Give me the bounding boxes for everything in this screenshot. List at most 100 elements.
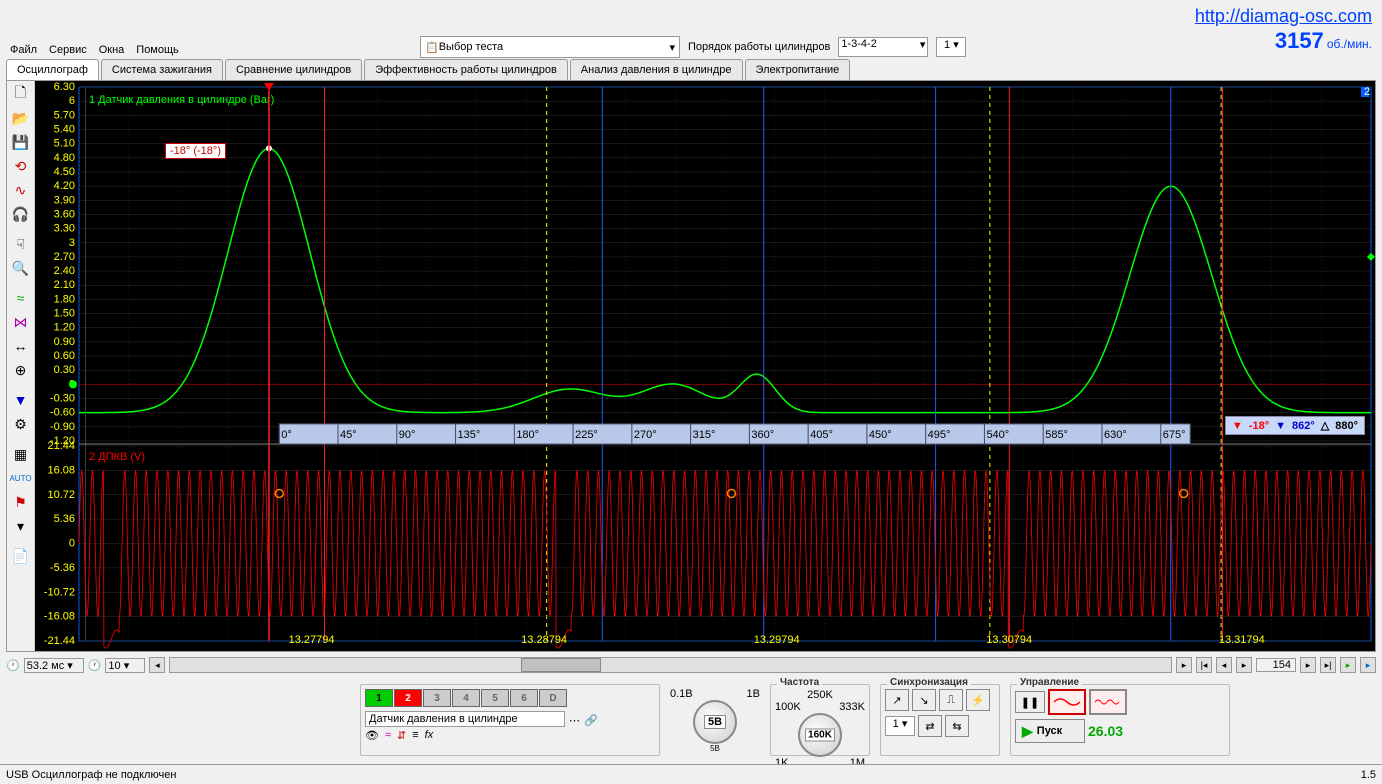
svg-text:10.72: 10.72 bbox=[47, 489, 75, 501]
tab-efficiency[interactable]: Эффективность работы цилиндров bbox=[364, 59, 568, 80]
svg-text:-0.90: -0.90 bbox=[50, 421, 75, 433]
line-style-icon[interactable]: ≡ bbox=[412, 729, 418, 742]
tab-power[interactable]: Электропитание bbox=[745, 59, 851, 80]
channel-2-button[interactable]: 2 bbox=[394, 689, 422, 707]
horizontal-scrollbar[interactable] bbox=[169, 657, 1172, 673]
nav-first-button[interactable]: |◂ bbox=[1196, 657, 1212, 673]
channel-4-button[interactable]: 4 bbox=[452, 689, 480, 707]
flag-icon[interactable]: ⚑ bbox=[10, 491, 32, 513]
sync-fall-button[interactable]: ↘ bbox=[912, 689, 936, 711]
pointer-icon[interactable]: ☟ bbox=[10, 233, 32, 255]
auto-icon[interactable]: AUTO bbox=[10, 467, 32, 489]
wave-mode-1-button[interactable] bbox=[1048, 689, 1086, 715]
grid-icon[interactable]: ▦ bbox=[10, 443, 32, 465]
open-icon[interactable]: 📂 bbox=[10, 107, 32, 129]
volt-knob[interactable]: 5B bbox=[693, 700, 737, 744]
svg-text:5.10: 5.10 bbox=[54, 138, 75, 150]
status-left: USB Осциллограф не подключен bbox=[6, 769, 176, 781]
svg-text:495°: 495° bbox=[928, 429, 951, 441]
end-nav-button[interactable]: ▸ bbox=[1360, 657, 1376, 673]
channel-5-button[interactable]: 5 bbox=[481, 689, 509, 707]
nav-prev-button[interactable]: ◂ bbox=[1216, 657, 1232, 673]
cylinder-order-label: Порядок работы цилиндров bbox=[688, 41, 830, 53]
svg-text:-0.30: -0.30 bbox=[50, 393, 75, 405]
channel-6-button[interactable]: 6 bbox=[510, 689, 538, 707]
cursor-badge: -18° (-18°) bbox=[165, 143, 226, 159]
svg-text:0.90: 0.90 bbox=[54, 336, 75, 348]
eye-icon[interactable]: 👁 bbox=[365, 729, 379, 742]
svg-text:-16.08: -16.08 bbox=[44, 611, 75, 623]
channel-3-button[interactable]: 3 bbox=[423, 689, 451, 707]
svg-text:-5.36: -5.36 bbox=[50, 562, 75, 574]
tab-oscillograph[interactable]: Осциллограф bbox=[6, 59, 99, 80]
invert-icon[interactable]: ≈ bbox=[385, 729, 391, 742]
svg-text:16.08: 16.08 bbox=[47, 464, 75, 476]
wave-mode-2-button[interactable] bbox=[1089, 689, 1127, 715]
svg-text:13.27794: 13.27794 bbox=[289, 634, 335, 646]
svg-text:405°: 405° bbox=[810, 429, 833, 441]
tab-ignition[interactable]: Система зажигания bbox=[101, 59, 223, 80]
nav-fwd-button[interactable]: ▸ bbox=[1300, 657, 1316, 673]
sync-channel-select[interactable]: 1 ▾ bbox=[885, 716, 915, 736]
freq-knob[interactable]: 160K bbox=[798, 713, 842, 757]
zoom-icon[interactable]: 🔍 bbox=[10, 257, 32, 279]
volt-knob-panel: 0.1B1B 5B 5B bbox=[670, 684, 760, 756]
menu-windows[interactable]: Окна bbox=[95, 42, 129, 58]
note-icon[interactable]: 📄 bbox=[10, 545, 32, 567]
auto-setup-icon[interactable]: ⟲ bbox=[10, 155, 32, 177]
menu-file[interactable]: Файл bbox=[6, 42, 41, 58]
new-icon[interactable]: 🗋 bbox=[10, 83, 32, 105]
marker-tool-icon[interactable]: ▼ bbox=[10, 389, 32, 411]
svg-text:-21.44: -21.44 bbox=[44, 635, 75, 647]
sync-panel: Синхронизация ↗ ↘ ⎍ ⚡ 1 ▾ ⇄ ⇆ bbox=[880, 684, 1000, 756]
sync-opt2-button[interactable]: ⇆ bbox=[945, 715, 969, 737]
menu-help[interactable]: Помощь bbox=[132, 42, 183, 58]
overlay-wave-icon[interactable]: ≈ bbox=[10, 287, 32, 309]
tab-pressure[interactable]: Анализ давления в цилиндре bbox=[570, 59, 743, 80]
play-nav-button[interactable]: ▸ bbox=[1340, 657, 1356, 673]
time-scale-select[interactable]: 53.2 мс ▾ bbox=[24, 658, 84, 673]
scroll-thumb[interactable] bbox=[521, 658, 601, 672]
channel-d-button[interactable]: D bbox=[539, 689, 567, 707]
cylinder-order-select[interactable]: 1-3-4-2 ▾ bbox=[838, 37, 928, 57]
sync-opt1-button[interactable]: ⇄ bbox=[918, 715, 942, 737]
sync-level-button[interactable]: ⎍ bbox=[939, 689, 963, 711]
sync-ext-button[interactable]: ⚡ bbox=[966, 689, 990, 711]
tab-compare[interactable]: Сравнение цилиндров bbox=[225, 59, 362, 80]
channel-1-button[interactable]: 1 bbox=[365, 689, 393, 707]
menu-service[interactable]: Сервис bbox=[45, 42, 91, 58]
start-button[interactable]: ▶ Пуск bbox=[1015, 719, 1085, 743]
test-select[interactable]: 📋 Выбор теста ▾ bbox=[420, 36, 680, 58]
chevron-down-icon: ▾ bbox=[920, 38, 926, 51]
main-area: 🗋 📂 💾 ⟲ ∿ 🎧 ☟ 🔍 ≈ ⋈ ↔ ⊕ ▼ ⚙ ▦ AUTO ⚑ ▾ 📄… bbox=[6, 80, 1376, 652]
save-icon[interactable]: 💾 bbox=[10, 131, 32, 153]
frequency-panel: Частота 250K 100K 333K 160K 1K 1M bbox=[770, 684, 870, 756]
cylinder-count-select[interactable]: 1 ▾ bbox=[936, 37, 966, 57]
scroll-left-button[interactable]: ◂ bbox=[149, 657, 165, 673]
sensor-more-button[interactable]: ⋯ bbox=[569, 714, 580, 727]
compare-wave-icon[interactable]: ⋈ bbox=[10, 311, 32, 333]
pause-button[interactable]: ❚❚ bbox=[1015, 691, 1045, 713]
expand-icon[interactable]: ↔ bbox=[10, 335, 32, 357]
nav-next-button[interactable]: ▸ bbox=[1236, 657, 1252, 673]
svg-text:21.44: 21.44 bbox=[47, 440, 75, 452]
center-icon[interactable]: ⊕ bbox=[10, 359, 32, 381]
svg-text:0°: 0° bbox=[281, 429, 292, 441]
url-link[interactable]: http://diamag-osc.com bbox=[1195, 6, 1372, 27]
fx-icon[interactable]: fx bbox=[425, 729, 434, 742]
div-select[interactable]: 10 ▾ bbox=[105, 658, 145, 673]
wave-tool-icon[interactable]: ∿ bbox=[10, 179, 32, 201]
sensor-link-icon[interactable]: 🔗 bbox=[584, 714, 598, 727]
status-bar: USB Осциллограф не подключен 1.5 bbox=[0, 764, 1382, 784]
nav-last-button[interactable]: ▸| bbox=[1320, 657, 1336, 673]
scroll-right-button[interactable]: ▸ bbox=[1176, 657, 1192, 673]
probe-icon[interactable]: ⚙ bbox=[10, 413, 32, 435]
updown-icon[interactable]: ⇵ bbox=[397, 729, 406, 742]
sensor-select[interactable]: Датчик давления в цилиндре bbox=[365, 711, 565, 727]
svg-text:675°: 675° bbox=[1163, 429, 1186, 441]
down-marker-icon[interactable]: ▾ bbox=[10, 515, 32, 537]
sync-rise-button[interactable]: ↗ bbox=[885, 689, 909, 711]
chart-container[interactable]: 6.3065.705.405.104.804.504.203.903.603.3… bbox=[35, 81, 1375, 651]
svg-text:2.10: 2.10 bbox=[54, 279, 75, 291]
headphone-icon[interactable]: 🎧 bbox=[10, 203, 32, 225]
